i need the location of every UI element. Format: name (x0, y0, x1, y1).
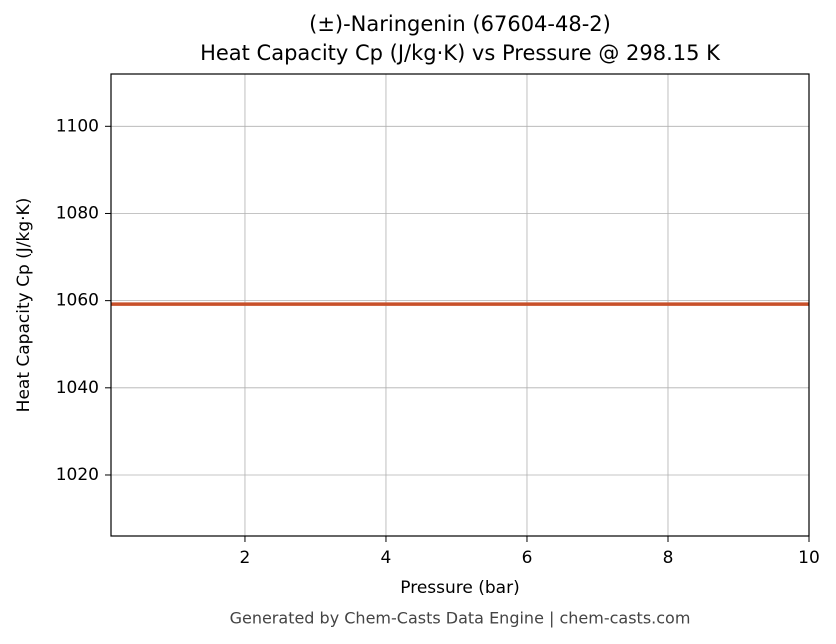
y-tick-label: 1100 (56, 116, 99, 136)
chart-subtitle: Heat Capacity Cp (J/kg·K) vs Pressure @ … (200, 41, 721, 65)
footer: Generated by Chem-Casts Data Engine | ch… (230, 609, 691, 628)
x-tick-label: 2 (240, 548, 251, 568)
plot-frame (110, 73, 810, 537)
x-tick-label: 6 (522, 548, 533, 568)
x-axis-label: Pressure (bar) (400, 578, 519, 598)
chart-title: (±)-Naringenin (67604-48-2) (309, 12, 611, 36)
y-tick-label: 1020 (56, 465, 99, 485)
x-tick-label: 10 (798, 548, 820, 568)
x-tick-label: 8 (663, 548, 674, 568)
y-tick-label: 1040 (56, 378, 99, 398)
y-axis-label: Heat Capacity Cp (J/kg·K) (14, 198, 34, 413)
y-tick-label: 1080 (56, 203, 99, 223)
x-tick-label: 4 (381, 548, 392, 568)
y-tick-label: 1060 (56, 291, 99, 311)
